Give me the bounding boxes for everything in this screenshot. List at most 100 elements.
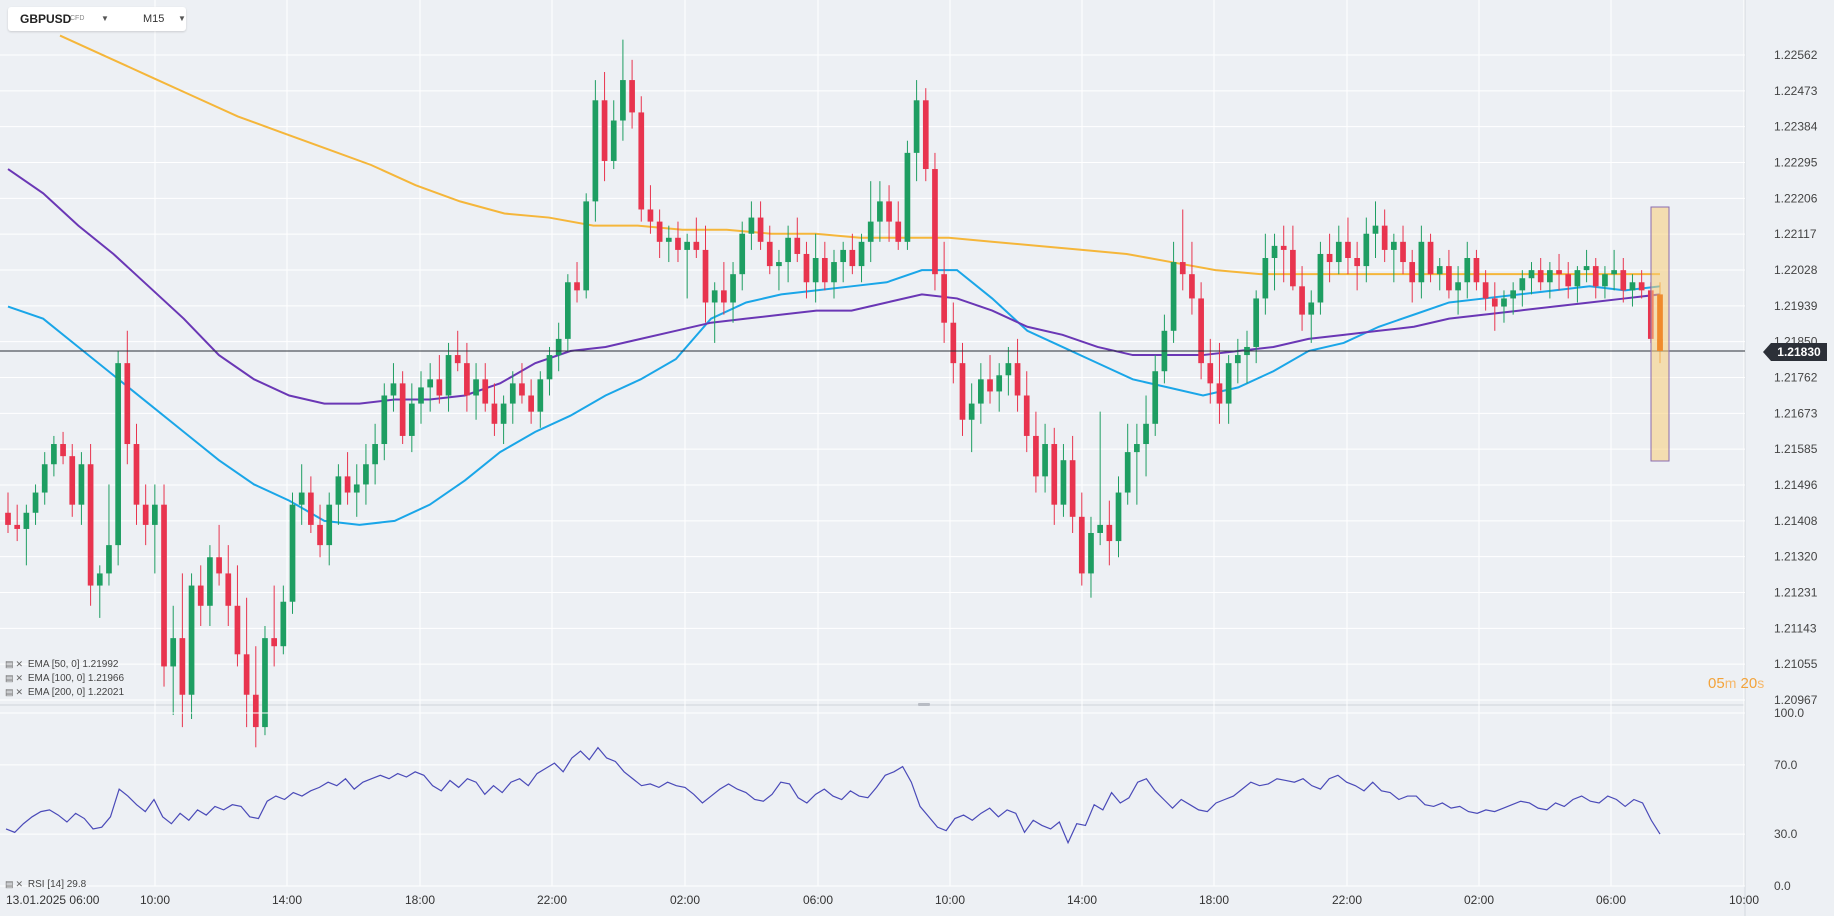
candle-body <box>308 492 314 525</box>
settings-icon[interactable]: ▤ <box>5 687 14 697</box>
candle-body <box>785 237 791 263</box>
candle-body <box>702 249 709 303</box>
rsi-tick-label: 30.0 <box>1774 827 1798 841</box>
chevron-down-icon[interactable]: ▼ <box>178 14 186 23</box>
candle-body <box>491 403 498 424</box>
candle-body <box>51 444 57 465</box>
candle-body <box>886 201 892 222</box>
candle-body <box>1143 423 1149 445</box>
candle-body <box>555 338 562 356</box>
candle-body <box>234 605 241 655</box>
candle-body <box>436 379 443 396</box>
candle-body <box>151 504 158 525</box>
candle-body <box>1124 452 1131 493</box>
candle-body <box>344 476 351 493</box>
candle-body <box>656 221 663 242</box>
time-axis: 13.01.2025 06:00 10:00 14:00 18:00 22:00 02:0… <box>6 893 1759 907</box>
rsi-tick-label: 0.0 <box>1774 879 1791 893</box>
candle-body <box>1464 258 1471 283</box>
symbol-name[interactable]: GBPUSD <box>20 12 72 26</box>
candle-body <box>1216 383 1223 404</box>
candle-body <box>408 403 415 436</box>
settings-icon[interactable]: ▤ <box>5 879 14 889</box>
legend-rsi[interactable]: ▤ ✕ RSI [14] 29.8 <box>5 879 86 890</box>
candle-body <box>78 464 85 505</box>
candle-body <box>1363 233 1370 267</box>
candle-body <box>950 322 957 364</box>
ema-200-line <box>59 34 1660 276</box>
time-tick-label: 02:00 <box>1464 893 1494 907</box>
close-icon[interactable]: ✕ <box>15 659 24 669</box>
candle-body <box>968 403 975 420</box>
legend-ema200[interactable]: ▤ ✕ EMA [200, 0] 1.22021 <box>5 687 124 698</box>
candle-body <box>60 444 66 457</box>
candle-body <box>96 573 103 586</box>
candle-body <box>996 375 1003 392</box>
candle-body <box>693 241 700 250</box>
candle-body <box>5 512 11 525</box>
countdown-minutes-unit: m <box>1724 675 1737 691</box>
candle-body <box>592 100 599 202</box>
candle-body <box>620 80 626 121</box>
candle-countdown: 05m 20s <box>1708 675 1764 692</box>
price-tick-label: 1.22206 <box>1774 191 1818 205</box>
candle-body <box>23 512 30 529</box>
candle-body <box>1189 274 1195 299</box>
candle-body <box>179 638 186 695</box>
candle-body <box>363 464 369 485</box>
candle-body <box>500 403 507 424</box>
candle-body <box>280 601 287 647</box>
candle-body <box>1115 492 1122 542</box>
legend-ema100[interactable]: ▤ ✕ EMA [100, 0] 1.21966 <box>5 673 124 684</box>
candle-body <box>629 80 635 113</box>
price-tick-label: 1.22473 <box>1774 84 1818 98</box>
price-tick-label: 1.22117 <box>1774 227 1817 241</box>
time-tick-label: 13.01.2025 06:00 <box>6 893 100 907</box>
price-tick-label: 1.21231 <box>1774 586 1818 600</box>
candle-body <box>207 557 213 606</box>
price-tick-label: 1.21762 <box>1774 371 1818 385</box>
candle-body <box>262 638 268 728</box>
candle-body <box>1427 241 1434 275</box>
price-axis: 1.22562 1.22473 1.22384 1.22295 1.22206 1.221… <box>1774 48 1818 707</box>
candle-body <box>638 112 645 210</box>
chevron-down-icon[interactable]: ▼ <box>101 14 109 23</box>
candle-body <box>1345 241 1351 259</box>
close-icon[interactable]: ✕ <box>15 879 24 889</box>
current-price-tag: 1.21830 <box>1763 343 1827 361</box>
candle-body <box>812 258 819 283</box>
timeframe-selector[interactable]: M15 <box>143 13 165 25</box>
candle-body <box>1225 363 1232 404</box>
ema-100-line <box>7 168 1661 405</box>
candle-body <box>601 100 608 161</box>
candle-body <box>574 282 580 291</box>
candle-body <box>721 290 727 303</box>
candle-body <box>1234 355 1241 364</box>
candle-body <box>381 395 388 445</box>
price-tick-label: 1.21673 <box>1774 406 1818 420</box>
candle-body <box>87 464 94 586</box>
candle-body <box>1280 245 1287 250</box>
symbol-selector[interactable]: GBPUSD CFD ▼ M15 ▼ <box>8 7 186 31</box>
candle-body <box>849 249 856 267</box>
candle-body <box>1088 532 1094 574</box>
settings-icon[interactable]: ▤ <box>5 659 14 669</box>
candle-body <box>922 100 929 170</box>
candle-body <box>115 363 121 546</box>
legend-ema50[interactable]: ▤ ✕ EMA [50, 0] 1.21992 <box>5 659 118 670</box>
candle-body <box>69 456 76 505</box>
candle-body <box>583 201 590 291</box>
close-icon[interactable]: ✕ <box>15 673 24 683</box>
settings-icon[interactable]: ▤ <box>5 673 14 683</box>
close-icon[interactable]: ✕ <box>15 687 24 697</box>
candle-body <box>1014 363 1021 396</box>
countdown-minutes: 05 <box>1708 675 1725 692</box>
candle-body <box>464 363 470 396</box>
candle-body <box>1299 286 1305 315</box>
candle-body <box>170 638 177 667</box>
candle-body <box>684 241 691 250</box>
candle-body <box>913 100 920 153</box>
price-tick-label: 1.21496 <box>1774 478 1818 492</box>
candle-body <box>317 524 323 546</box>
